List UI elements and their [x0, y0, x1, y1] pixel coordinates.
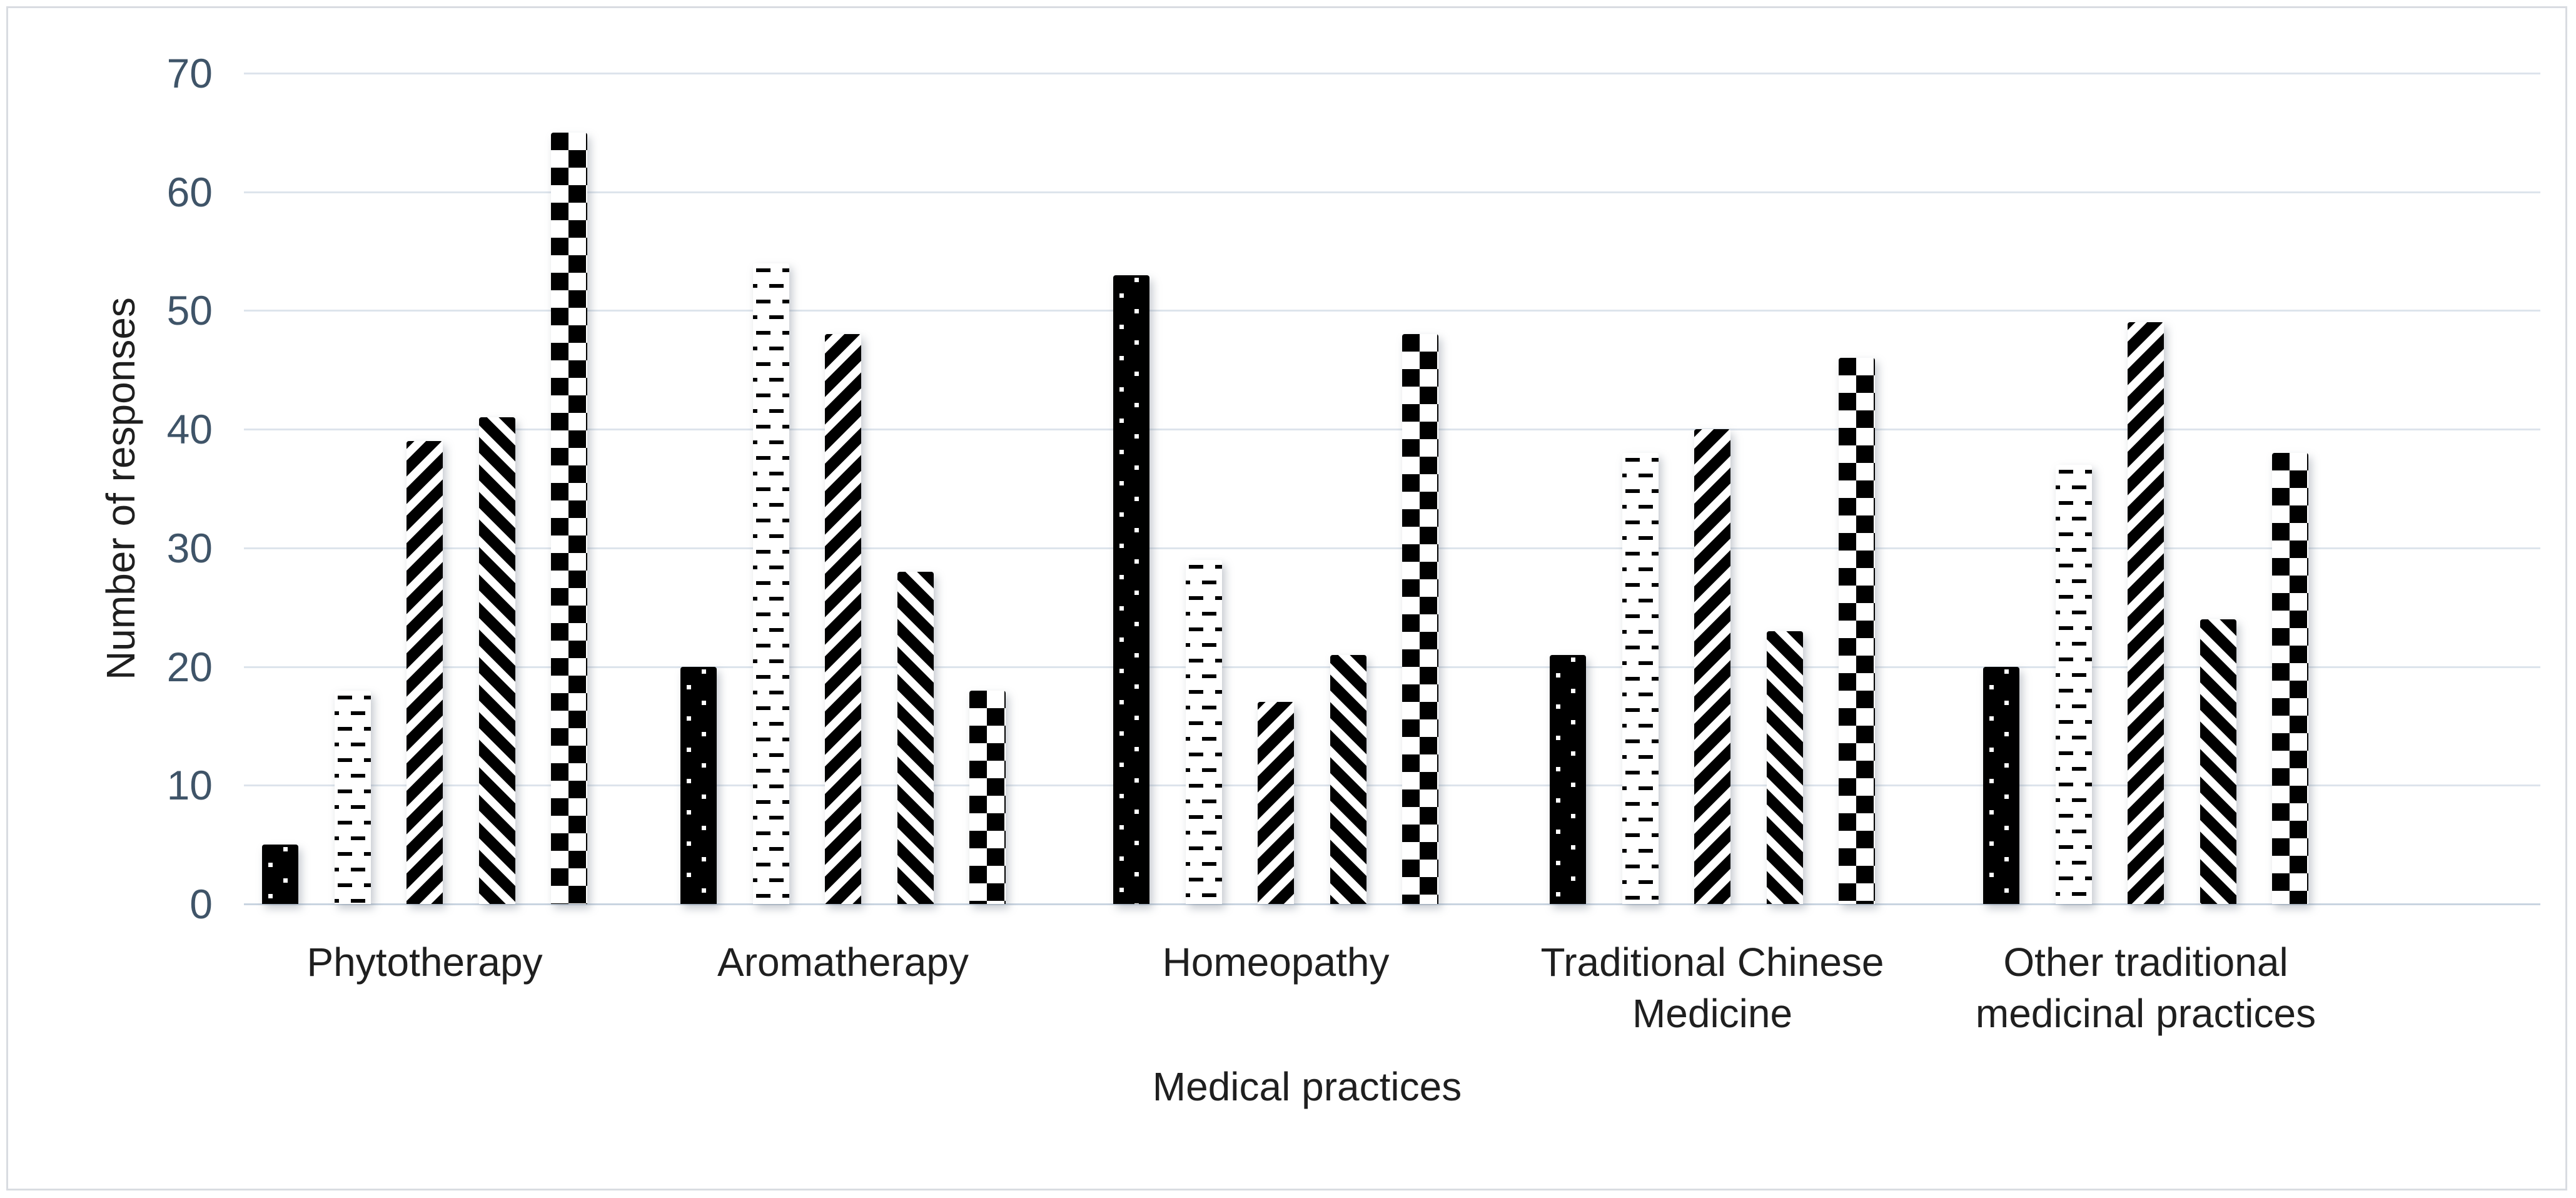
y-tick-label-60: 60: [166, 168, 213, 215]
x-axis-line: [244, 903, 2540, 905]
bar-diagonal-stripes-up-cat5: [2128, 322, 2164, 904]
bar-solid-black-white-dots-cat1: [262, 845, 298, 904]
y-axis-title: Number of responses: [98, 297, 143, 680]
bar-solid-black-white-dots-cat5: [1983, 667, 2019, 904]
h-gridline-70: [244, 73, 2540, 74]
y-tick-label-40: 40: [166, 406, 213, 453]
bar-diagonal-stripes-up-cat2: [825, 334, 861, 904]
bar-solid-black-white-dots-cat3: [1113, 275, 1149, 904]
h-gridline-60: [244, 191, 2540, 193]
bar-checkerboard-cat1: [551, 133, 587, 904]
bar-diagonal-stripes-down-cat4: [1767, 631, 1803, 904]
category-label-4: Traditional Chinese Medicine: [1540, 940, 1884, 1036]
bar-horizontal-dashes-cat3: [1186, 560, 1222, 904]
h-gridline-30: [244, 547, 2540, 549]
bar-diagonal-stripes-up-cat1: [407, 441, 443, 904]
bar-checkerboard-cat4: [1839, 358, 1875, 904]
y-tick-label-0: 0: [189, 881, 213, 927]
bar-checkerboard-cat5: [2272, 453, 2308, 904]
bar-horizontal-dashes-cat5: [2056, 465, 2092, 904]
h-gridline-20: [244, 666, 2540, 668]
h-gridline-50: [244, 310, 2540, 312]
y-tick-label-50: 50: [166, 287, 213, 334]
bar-horizontal-dashes-cat2: [753, 263, 789, 904]
y-tick-label-20: 20: [166, 643, 213, 690]
y-tick-label-30: 30: [166, 524, 213, 571]
category-label-5: Other traditional medicinal practices: [1975, 940, 2316, 1036]
category-label-3: Homeopathy: [1162, 940, 1390, 985]
bar-horizontal-dashes-cat1: [335, 691, 371, 904]
bar-diagonal-stripes-up-cat4: [1694, 429, 1730, 904]
h-gridline-10: [244, 784, 2540, 787]
bar-diagonal-stripes-down-cat2: [897, 572, 934, 904]
bar-checkerboard-cat3: [1402, 334, 1438, 904]
bar-diagonal-stripes-down-cat5: [2200, 619, 2236, 904]
y-tick-label-70: 70: [166, 50, 213, 96]
category-label-2: Aromatherapy: [717, 940, 969, 985]
y-tick-label-10: 10: [166, 762, 213, 809]
x-axis-title: Medical practices: [1152, 1064, 1462, 1109]
bar-diagonal-stripes-up-cat3: [1258, 702, 1294, 904]
bar-diagonal-stripes-down-cat3: [1330, 655, 1366, 904]
bar-horizontal-dashes-cat4: [1622, 453, 1659, 904]
bar-checkerboard-cat2: [969, 691, 1006, 904]
category-label-1: Phytotherapy: [306, 940, 543, 985]
bar-solid-black-white-dots-cat4: [1550, 655, 1586, 904]
bar-diagonal-stripes-down-cat1: [479, 417, 515, 904]
bar-solid-black-white-dots-cat2: [680, 667, 717, 904]
h-gridline-40: [244, 429, 2540, 431]
